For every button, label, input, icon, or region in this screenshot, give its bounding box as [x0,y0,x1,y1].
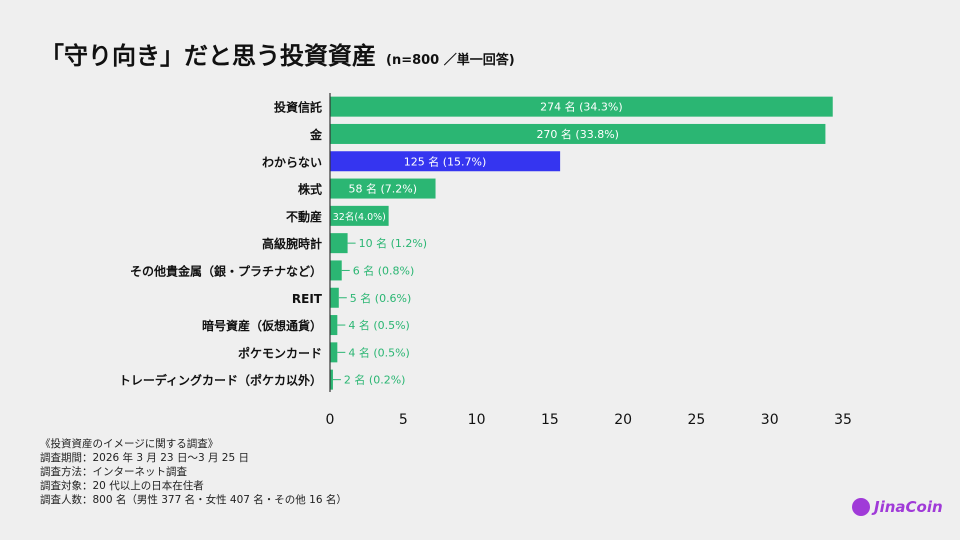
bar [330,96,833,117]
category-label: 高級腕時計 [262,236,322,251]
x-tick-label: 30 [761,412,779,428]
bar [330,151,561,172]
bar [330,287,339,308]
category-label: 金 [309,127,323,142]
title-text: 「守り向き」だと思う投資資産 [40,42,376,70]
category-label: REIT [292,292,323,306]
chart-title: 「守り向き」だと思う投資資産 (n=800 ／単一回答) [40,36,515,71]
note-line: 調査対象：20 代以上の日本在住者 [40,480,204,492]
bar [330,342,338,363]
category-label: トレーディングカード（ポケカ以外） [119,373,322,388]
bar [330,260,342,281]
data-label: 4 名 (0.5%) [348,345,410,359]
data-label: 274 名 (34.3%) [540,100,623,114]
data-label: 2 名 (0.2%) [344,373,406,387]
subtitle: (n=800 ／単一回答) [386,53,515,68]
x-tick-label: 35 [834,412,852,428]
logo-mark-icon [852,498,870,516]
category-label: ポケモンカード [238,345,322,360]
jinacoin-logo: JinaCoin [852,498,943,516]
note-line: 調査方法：インターネット調査 [40,466,187,478]
category-label: その他貴金属（銀・プラチナなど） [130,263,322,278]
x-tick-label: 15 [541,412,559,428]
bar [330,369,333,390]
bar [330,205,389,226]
bar [330,178,436,199]
data-label: 4 名 (0.5%) [348,318,410,332]
note-line: 調査期間：2026 年 3 月 23 日〜3 月 25 日 [40,452,250,464]
category-label: 株式 [298,182,322,197]
x-tick-label: 25 [688,412,706,428]
category-label: 不動産 [286,209,322,224]
note-line: 調査人数：800 名（男性 377 名・女性 407 名・その他 16 名） [40,494,347,506]
category-label: 投資信託 [274,100,322,115]
logo-text: JinaCoin [874,498,943,516]
x-tick-label: 5 [399,412,408,428]
bar [330,123,826,144]
data-label: 5 名 (0.6%) [350,291,412,305]
x-tick-label: 0 [326,412,335,428]
category-label: わからない [262,155,322,169]
data-label: 10 名 (1.2%) [359,236,428,250]
category-label: 暗号資産（仮想通貨） [202,318,322,333]
bar [330,315,338,336]
data-label: 32名(4.0%) [333,211,386,223]
data-label: 58 名 (7.2%) [349,182,418,196]
data-label: 125 名 (15.7%) [404,154,487,168]
x-tick-label: 10 [468,412,486,428]
note-line: 《投資資産のイメージに関する調査》 [40,438,219,450]
survey-notes: 《投資資産のイメージに関する調査》 調査期間：2026 年 3 月 23 日〜3… [40,437,347,507]
data-label: 270 名 (33.8%) [536,127,619,141]
data-label: 6 名 (0.8%) [353,263,415,277]
x-tick-label: 20 [614,412,632,428]
bar [330,233,348,254]
